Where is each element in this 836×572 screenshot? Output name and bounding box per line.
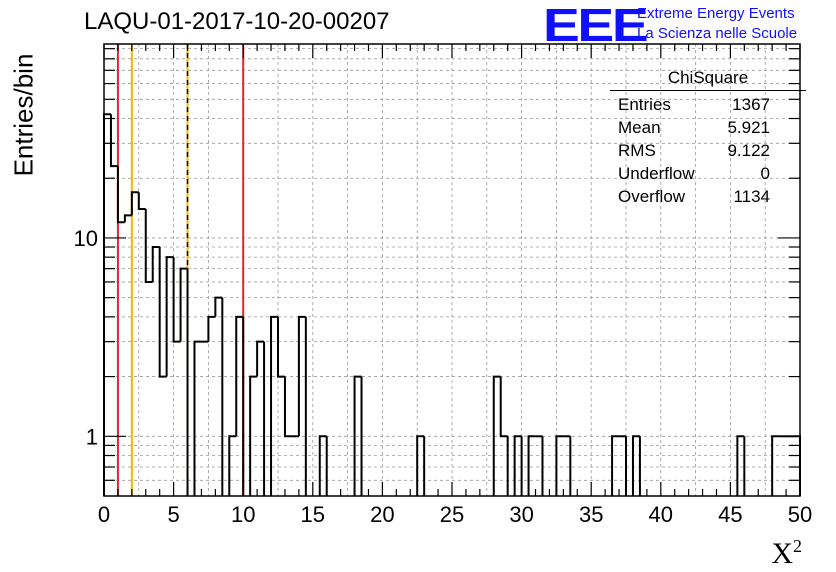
logo-line-2: La Scienza nelle Scuole xyxy=(637,25,798,42)
stats-value: 5.921 xyxy=(727,118,770,137)
x-axis-label-base: X xyxy=(771,537,793,570)
x-axis-label: X2 xyxy=(771,536,802,571)
histogram-bin xyxy=(235,315,244,437)
histogram-bin xyxy=(527,435,536,496)
x-tick-label: 35 xyxy=(579,502,603,527)
stats-box: ChiSquare Entries 1367 Mean 5.921 RMS 9.122… xyxy=(610,68,806,208)
histogram-bin xyxy=(151,246,160,282)
histogram-bin xyxy=(214,296,223,317)
stats-row-rms: RMS 9.122 xyxy=(610,139,806,162)
stats-row-underflow: Underflow 0 xyxy=(610,162,806,185)
histogram-bin xyxy=(270,315,278,496)
x-tick-label: 20 xyxy=(370,502,394,527)
histogram-bin xyxy=(277,316,285,378)
eee-logo: EEE xyxy=(543,0,649,51)
histogram-bin xyxy=(513,435,522,496)
histogram-bin xyxy=(611,435,620,496)
stats-row-overflow: Overflow 1134 xyxy=(610,185,806,208)
y-axis-label-box: Entries/bin xyxy=(6,40,42,190)
histogram-bin xyxy=(771,435,780,496)
histogram-bin xyxy=(555,435,564,496)
histogram-bin xyxy=(158,247,167,378)
histogram-bin xyxy=(353,375,362,496)
stats-label: Mean xyxy=(618,118,661,137)
histogram-bin xyxy=(137,192,146,210)
histogram-bin xyxy=(144,208,153,283)
histogram-bin xyxy=(499,376,508,438)
histogram-bin xyxy=(207,315,216,342)
stats-value: 0 xyxy=(760,164,770,183)
histogram-bin xyxy=(103,113,111,496)
histogram-bin xyxy=(256,340,265,377)
logo-text: Extreme Energy Events La Scienza nelle S… xyxy=(637,4,797,44)
stats-row-mean: Mean 5.921 xyxy=(610,116,806,139)
histogram-bin xyxy=(109,114,118,168)
histogram-bin xyxy=(116,166,125,224)
x-tick-label: 0 xyxy=(98,502,110,527)
stats-value: 1367 xyxy=(732,95,770,114)
logo-line-1: Extreme Energy Events xyxy=(637,5,795,22)
stats-value: 1134 xyxy=(733,187,770,206)
x-tick-label: 10 xyxy=(231,502,255,527)
y-tick-label: 10 xyxy=(74,226,98,251)
histogram-bin xyxy=(416,435,425,496)
histogram-bin xyxy=(130,191,139,216)
histogram-bin xyxy=(193,340,202,496)
histogram-bin xyxy=(631,435,640,496)
histogram-bin xyxy=(736,435,745,496)
histogram-bin xyxy=(249,375,258,496)
x-tick-label: 40 xyxy=(649,502,673,527)
y-tick-label: 1 xyxy=(86,424,98,449)
x-tick-label: 25 xyxy=(440,502,464,527)
histogram-bin xyxy=(172,257,181,343)
stats-value: 9.122 xyxy=(727,141,770,160)
x-tick-label: 45 xyxy=(718,502,742,527)
histogram-bin xyxy=(283,376,292,438)
x-tick-label: 5 xyxy=(167,502,179,527)
histogram-bin xyxy=(179,267,188,342)
histogram-bin xyxy=(297,315,306,437)
histogram-bin xyxy=(228,435,237,496)
x-tick-label: 30 xyxy=(509,502,533,527)
stats-title: ChiSquare xyxy=(610,68,806,91)
stats-label: Overflow xyxy=(618,187,686,206)
histogram-bin xyxy=(492,375,501,496)
x-tick-label: 50 xyxy=(788,502,812,527)
y-axis-label: Entries/bin xyxy=(8,53,39,177)
histogram-bin xyxy=(318,435,327,496)
histogram-bin xyxy=(123,214,132,223)
histogram-bin xyxy=(165,256,174,377)
x-tick-label: 15 xyxy=(301,502,325,527)
stats-label: Underflow xyxy=(618,164,695,183)
chart-title: LAQU-01-2017-10-20-00207 xyxy=(84,8,390,35)
stats-row-entries: Entries 1367 xyxy=(610,93,806,116)
stats-label: Entries xyxy=(618,95,671,114)
x-axis-label-sup: 2 xyxy=(793,536,802,556)
stats-label: RMS xyxy=(618,141,656,160)
